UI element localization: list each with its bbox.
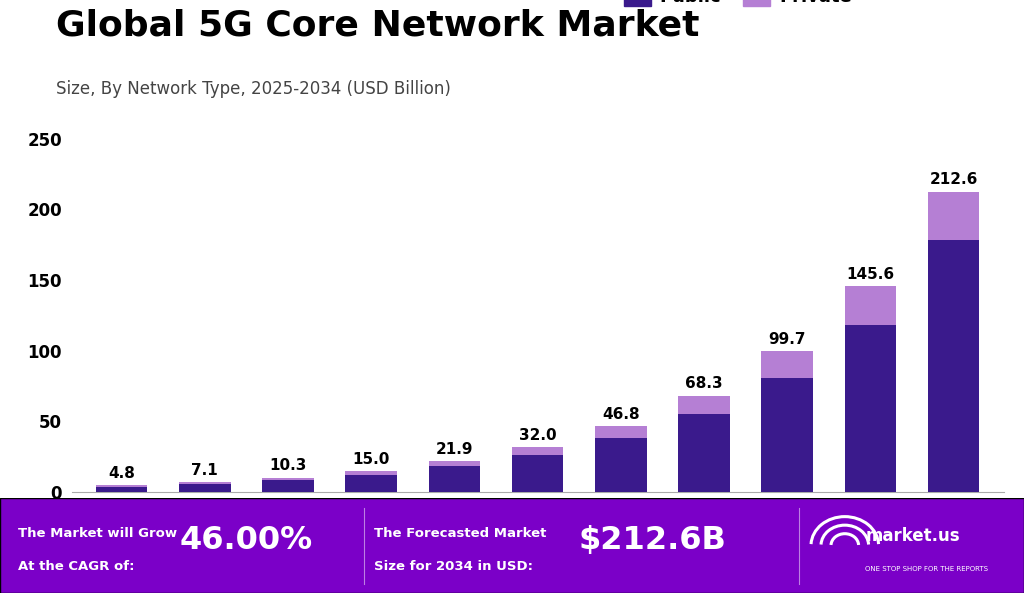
Bar (262, 480, 313, 492)
Bar (179, 484, 230, 492)
Text: At the CAGR of:: At the CAGR of: (18, 560, 135, 573)
Text: Global 5G Core Network Market: Global 5G Core Network Market (56, 9, 699, 43)
Text: 10.3: 10.3 (269, 458, 306, 473)
Text: 32.0: 32.0 (519, 428, 556, 443)
Bar (678, 414, 730, 492)
Bar (845, 286, 896, 326)
Bar (96, 486, 147, 492)
Bar (595, 438, 646, 492)
Text: 21.9: 21.9 (435, 442, 473, 457)
Text: 212.6: 212.6 (930, 173, 978, 187)
Text: 4.8: 4.8 (109, 466, 135, 481)
Text: 7.1: 7.1 (191, 463, 218, 478)
Text: 46.8: 46.8 (602, 407, 640, 422)
Bar (179, 482, 230, 484)
Bar (928, 192, 979, 241)
Text: 15.0: 15.0 (352, 452, 390, 467)
Text: ONE STOP SHOP FOR THE REPORTS: ONE STOP SHOP FOR THE REPORTS (865, 566, 988, 572)
Text: Size for 2034 in USD:: Size for 2034 in USD: (374, 560, 532, 573)
Bar (429, 461, 480, 467)
Bar (512, 455, 563, 492)
Text: market.us: market.us (865, 527, 959, 545)
Bar (345, 471, 397, 474)
Text: The Forecasted Market: The Forecasted Market (374, 527, 546, 540)
Bar (928, 241, 979, 492)
Text: Size, By Network Type, 2025-2034 (USD Billion): Size, By Network Type, 2025-2034 (USD Bi… (56, 80, 452, 98)
Text: 145.6: 145.6 (847, 267, 894, 282)
Legend: Public, Private: Public, Private (616, 0, 859, 14)
Bar (429, 467, 480, 492)
Text: 46.00%: 46.00% (179, 525, 312, 556)
Text: $212.6B: $212.6B (579, 525, 726, 556)
Bar (595, 426, 646, 438)
Bar (762, 351, 813, 378)
Bar (512, 447, 563, 455)
Bar (678, 396, 730, 414)
Text: The Market will Grow: The Market will Grow (18, 527, 177, 540)
Text: 68.3: 68.3 (685, 377, 723, 391)
Text: 99.7: 99.7 (768, 332, 806, 347)
FancyBboxPatch shape (0, 498, 1024, 593)
Bar (845, 326, 896, 492)
Bar (262, 477, 313, 480)
Bar (762, 378, 813, 492)
Bar (345, 474, 397, 492)
